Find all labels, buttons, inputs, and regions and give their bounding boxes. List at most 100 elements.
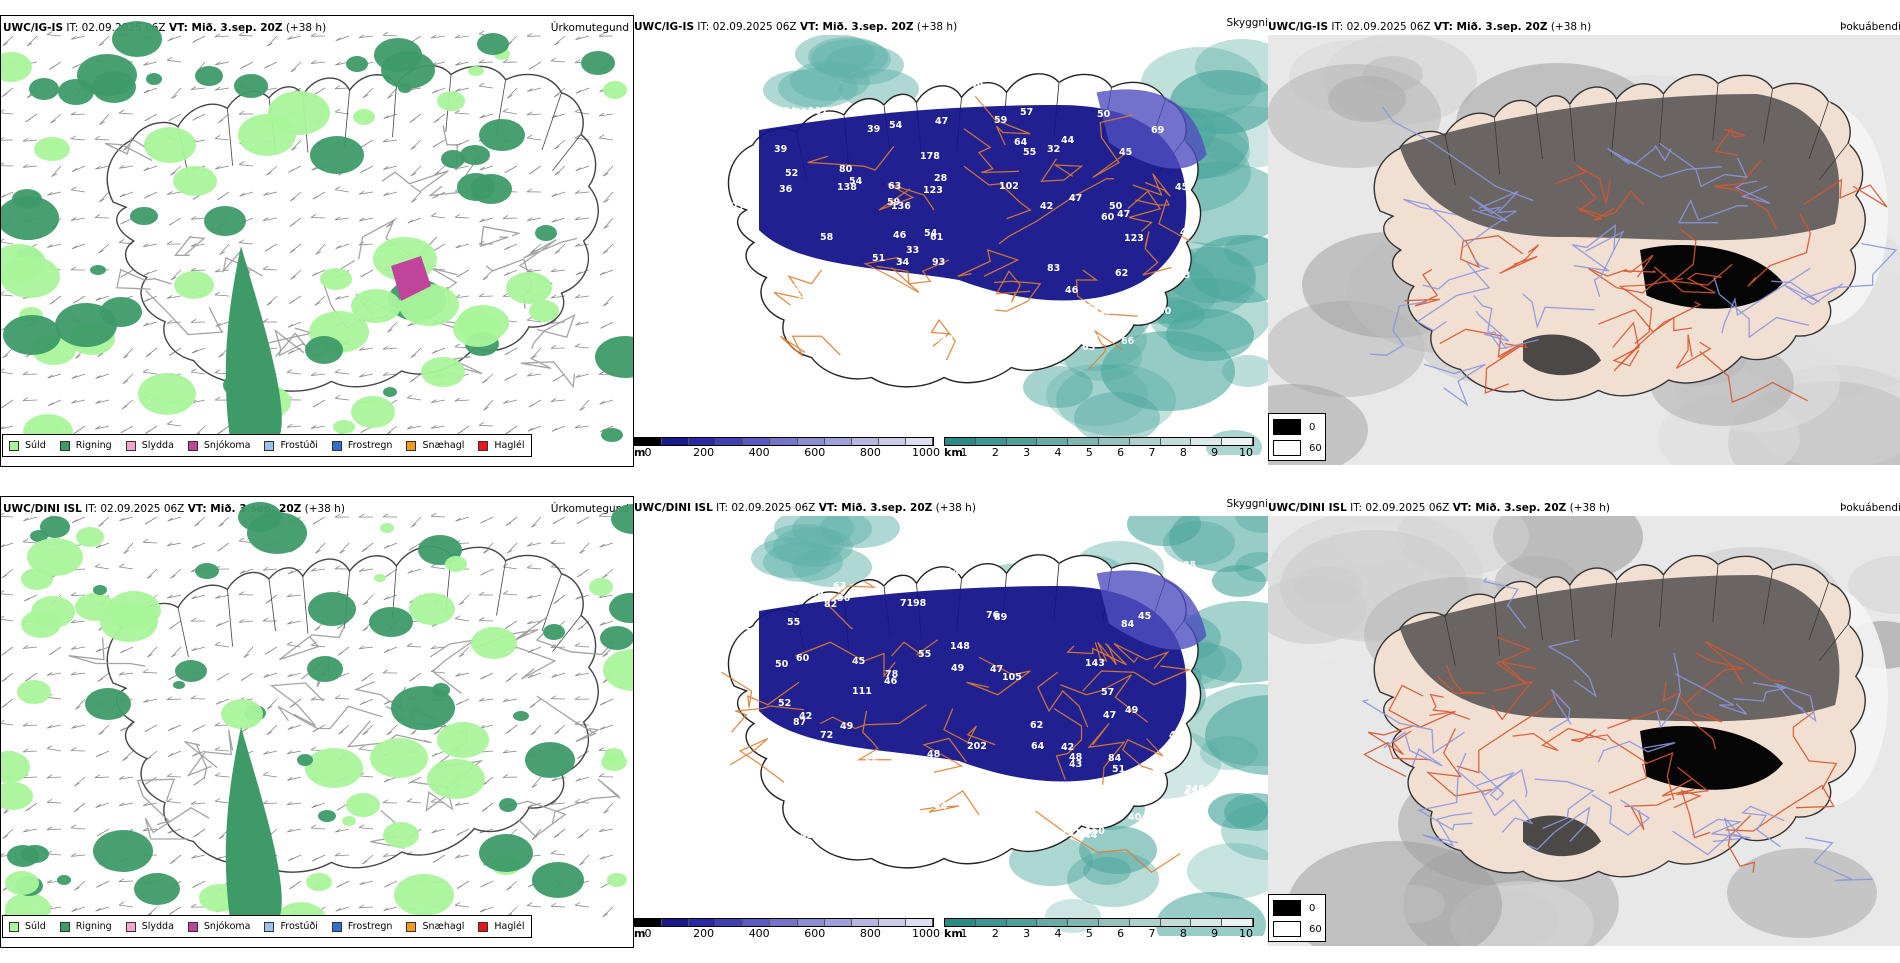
colorbar-gradient xyxy=(944,918,1254,927)
cloud-base-label: 52 xyxy=(729,593,742,604)
cloud-base-label: 58 xyxy=(820,232,834,243)
cloud-base-label: 46 xyxy=(893,230,907,241)
panel-name-cloud: Skyggni xyxy=(1227,17,1269,29)
cloud-base-label: 50 xyxy=(1115,797,1129,808)
cloud-base-label: 201 xyxy=(794,107,814,118)
legend-item-haglél: Haglél xyxy=(478,440,524,451)
cloud-base-label: 43 xyxy=(1069,759,1082,770)
cloud-base-label: 49 xyxy=(1125,705,1138,716)
cloud-base-label: 50 xyxy=(1097,109,1111,120)
legend-item-snæhagl: Snæhagl xyxy=(406,440,464,451)
cloud-base-label: 84 xyxy=(1108,753,1122,764)
cloud-base-label: 39 xyxy=(774,144,787,155)
colorbar-tick: 600 xyxy=(804,927,825,940)
precip-map[interactable] xyxy=(1,497,634,937)
legend-item-haglél: Haglél xyxy=(478,921,524,932)
fog-index-map[interactable] xyxy=(1268,35,1900,465)
cloud-base-label: 81 xyxy=(1022,92,1035,103)
panel-name-fog: Þokuábendi xyxy=(1840,21,1900,33)
colorbar-tick: 3 xyxy=(1023,927,1030,940)
panel-title: UWC/IG-IS IT: 02.09.2025 06Z VT: Mið. 3.… xyxy=(634,21,957,33)
cloud-base-label: 52 xyxy=(773,584,786,595)
cloud-base-label: 66 xyxy=(1121,336,1135,347)
legend-label: Snæhagl xyxy=(422,921,464,932)
cloud-base-label: 93 xyxy=(932,257,945,268)
legend-item-rigning: Rigning xyxy=(60,921,112,932)
legend-label: Snjókoma xyxy=(204,440,251,451)
colorbar-tick: 1 xyxy=(961,446,968,459)
cloud-base-label: 168 xyxy=(986,311,1006,322)
cloud-base-label: 48 xyxy=(725,143,739,154)
legend-label: Súld xyxy=(25,440,46,451)
fog-legend-value-60: 60 xyxy=(1309,924,1322,935)
cloud-base-label: 41 xyxy=(1005,351,1018,362)
cloud-base-label: 143 xyxy=(1085,658,1105,669)
cloud-base-label: 60 xyxy=(785,63,799,74)
legend-swatch xyxy=(126,922,136,932)
legend-label: Súld xyxy=(25,921,46,932)
cloud-base-label: 28 xyxy=(934,173,948,184)
cloud-base-label: 21 xyxy=(763,68,776,79)
legend-label: Haglél xyxy=(494,921,524,932)
cloud-base-map[interactable]: 1231111291681021057756685250807050565350… xyxy=(634,35,1268,455)
legend-label: Rigning xyxy=(76,440,112,451)
cloud-base-map[interactable]: 2022488684126111131143150147148626894989… xyxy=(634,516,1268,936)
cloud-base-label: 60 xyxy=(861,786,875,797)
cloud-base-label: 52 xyxy=(785,168,798,179)
colorbar-tick: 10 xyxy=(1239,446,1253,459)
colorbar-tick: 2 xyxy=(992,446,999,459)
cloud-base-label: 49 xyxy=(909,304,922,315)
cloud-base-label: 202 xyxy=(967,741,987,752)
colorbar-gradient xyxy=(634,918,934,927)
cloud-base-label: 44 xyxy=(934,801,948,812)
cloud-base-label: 70 xyxy=(732,315,746,326)
cloud-base-label: 69 xyxy=(1151,125,1164,136)
cloud-base-label: 45 xyxy=(852,656,865,667)
legend-swatch xyxy=(478,441,488,451)
cloud-base-label: 52 xyxy=(787,283,800,294)
colorbar-tick: 200 xyxy=(693,927,714,940)
colorbar-tick: 3 xyxy=(1023,446,1030,459)
cloud-base-label: 53 xyxy=(935,786,948,797)
fog-legend-swatch-60 xyxy=(1273,440,1301,456)
cloud-base-label: 36 xyxy=(837,593,851,604)
cloud-base-label: 66 xyxy=(838,292,852,303)
cloud-base-label: 56 xyxy=(956,336,970,347)
fog-index-map[interactable] xyxy=(1268,516,1900,946)
colorbar-tick: 4 xyxy=(1055,446,1062,459)
fog-legend-swatch-60 xyxy=(1273,921,1301,937)
forecast-row-igis: UWC/IG-IS IT: 02.09.2025 06Z VT: Mið. 3.… xyxy=(0,0,1900,470)
cloud-base-label: 118 xyxy=(766,599,786,610)
cloud-base-label: 68 xyxy=(930,837,944,848)
fog-legend-value-0: 0 xyxy=(1309,903,1315,914)
cloud-base-label: 53 xyxy=(1039,354,1052,365)
cloud-base-label: 42 xyxy=(1040,201,1053,212)
colorbar-tick: 800 xyxy=(860,927,881,940)
colorbar-tick: 9 xyxy=(1211,927,1218,940)
colorbar-tick: 2 xyxy=(992,927,999,940)
legend-item-frostúði: Frostúði xyxy=(264,921,317,932)
cloud-visibility-panel: UWC/DINI ISL IT: 02.09.2025 06Z VT: Mið.… xyxy=(634,496,1268,963)
colorbar-tick: 5 xyxy=(1086,446,1093,459)
cloud-base-label: 47 xyxy=(935,116,948,127)
colorbar-tick: 800 xyxy=(860,446,881,459)
panel-title: UWC/IG-IS IT: 02.09.2025 06Z VT: Mið. 3.… xyxy=(1268,21,1591,33)
cloud-base-label: 47 xyxy=(1117,209,1130,220)
cloud-base-label: 45 xyxy=(770,822,783,833)
legend-item-frostregn: Frostregn xyxy=(332,440,393,451)
precip-map[interactable] xyxy=(1,16,634,456)
cloud-base-label: 82 xyxy=(824,599,837,610)
colorbar-tick: 9 xyxy=(1211,446,1218,459)
cloud-base-label: 46 xyxy=(1065,285,1079,296)
legend-item-frostúði: Frostúði xyxy=(264,440,317,451)
colorbar-gradient xyxy=(944,437,1254,446)
cloud-base-label: 54 xyxy=(756,831,770,842)
cloud-base-label: 71 xyxy=(900,598,913,609)
cloud-base-label: 146 xyxy=(1015,327,1035,338)
legend-item-snæhagl: Snæhagl xyxy=(406,921,464,932)
cloud-base-label: 33 xyxy=(906,245,919,256)
legend-swatch xyxy=(478,922,488,932)
cloud-base-label: 54 xyxy=(924,228,938,239)
